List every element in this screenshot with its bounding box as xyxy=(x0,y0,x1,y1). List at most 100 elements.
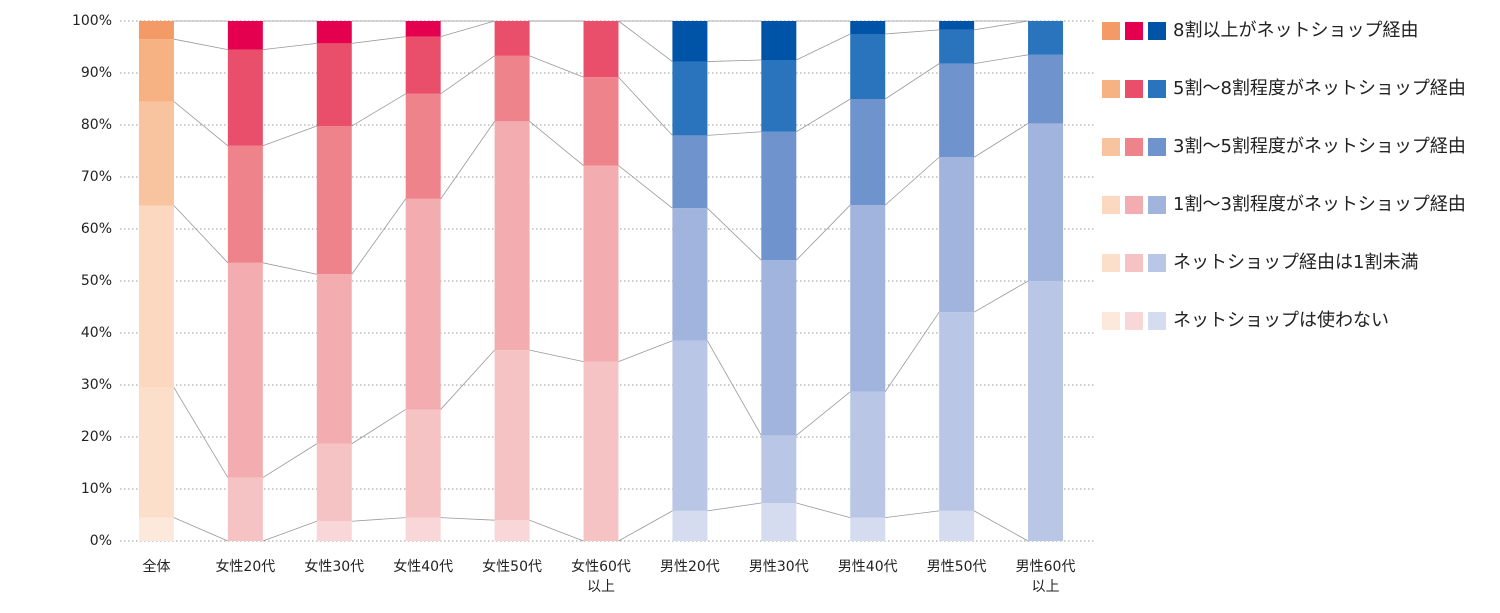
bar-segment xyxy=(583,77,619,166)
connector-line xyxy=(974,20,1029,31)
connector-line xyxy=(796,502,851,518)
connector-line xyxy=(884,311,940,392)
connector-line xyxy=(173,517,229,542)
connector-line xyxy=(262,262,317,275)
bar-segment xyxy=(672,510,708,541)
bar-segment xyxy=(138,101,174,206)
bar-segment xyxy=(850,34,886,99)
legend-swatch xyxy=(1102,138,1120,156)
bar-segment xyxy=(494,350,530,521)
bar-segment xyxy=(405,198,441,410)
legend-swatch xyxy=(1102,254,1120,272)
bar-segment xyxy=(672,340,708,511)
connector-line xyxy=(173,38,228,50)
bar-segment xyxy=(405,21,441,37)
connector-line xyxy=(173,101,229,147)
bar-segment xyxy=(850,205,886,392)
connector-line xyxy=(529,519,584,542)
bar-segment xyxy=(138,517,174,541)
legend-label: ネットショップは使わない xyxy=(1173,310,1389,331)
connector-line xyxy=(351,36,406,44)
bar-segment xyxy=(939,21,975,30)
bar-segment xyxy=(316,443,352,522)
y-tick-label: 40% xyxy=(81,325,112,341)
legend-swatch xyxy=(1125,22,1143,40)
bar-segment xyxy=(939,510,975,541)
bar-segment xyxy=(405,36,441,94)
legend-swatch xyxy=(1125,138,1143,156)
bar-segment xyxy=(405,409,441,518)
x-tick-label: 男性60代以上 xyxy=(1016,559,1076,595)
legend-swatch xyxy=(1148,22,1166,40)
bar-segment xyxy=(761,260,797,436)
legend-label: 1割～3割程度がネットショップ経由 xyxy=(1173,194,1466,215)
bar-segment xyxy=(583,165,619,362)
legend-swatch xyxy=(1148,196,1166,214)
connector-line xyxy=(529,55,584,78)
y-tick-label: 20% xyxy=(81,429,112,445)
connector-line xyxy=(351,517,406,522)
connector-line xyxy=(974,54,1029,65)
bar-segment xyxy=(494,520,530,541)
y-tick-label: 90% xyxy=(81,65,112,81)
connector-line xyxy=(440,517,495,521)
legend-swatch xyxy=(1148,312,1166,330)
bar-segment xyxy=(672,208,708,341)
legend-swatch xyxy=(1148,138,1166,156)
connector-line xyxy=(351,93,406,127)
bar-segment xyxy=(138,21,174,40)
bar-segment xyxy=(138,387,174,518)
connector-line xyxy=(707,131,762,136)
bar-segment xyxy=(1028,123,1064,281)
connector-line xyxy=(707,207,762,261)
connector-line xyxy=(618,76,673,136)
bar-segment xyxy=(405,517,441,541)
bar-segment xyxy=(583,361,619,541)
bar-segment xyxy=(850,99,886,206)
legend-swatch xyxy=(1125,196,1143,214)
connector-line xyxy=(884,156,940,206)
x-tick-label: 全体 xyxy=(142,558,170,575)
connector-line xyxy=(618,510,673,542)
connector-line xyxy=(973,123,1029,158)
bar-segment xyxy=(316,21,352,44)
bar-segment xyxy=(850,21,886,34)
x-tick-label: 女性40代 xyxy=(393,558,453,575)
legend-swatch xyxy=(1148,254,1166,272)
connector-line xyxy=(440,55,495,95)
legend-swatch xyxy=(1125,312,1143,330)
bar-segment xyxy=(1028,54,1064,124)
y-tick-label: 0% xyxy=(90,533,112,549)
connector-line xyxy=(440,121,495,200)
legend-swatch xyxy=(1102,312,1120,330)
bar-segment xyxy=(494,21,530,56)
connector-line xyxy=(262,520,317,542)
connector-line xyxy=(707,502,762,512)
y-tick-label: 100% xyxy=(72,13,112,29)
connector-line xyxy=(885,29,940,35)
bar-segment xyxy=(227,477,263,541)
legend-swatch xyxy=(1102,196,1120,214)
connector-line xyxy=(618,340,673,362)
bar-segment xyxy=(1028,21,1064,55)
legend-swatch xyxy=(1102,22,1120,40)
x-tick-label: 男性20代 xyxy=(660,559,720,575)
connector-line xyxy=(973,510,1029,542)
bar-segment xyxy=(583,21,619,78)
connector-line xyxy=(262,125,317,147)
connector-line xyxy=(707,59,762,62)
legend-swatch xyxy=(1125,80,1143,98)
bar-segment xyxy=(405,93,441,199)
connector-line xyxy=(973,280,1029,313)
x-tick-label: 男性50代 xyxy=(927,559,987,575)
legend-swatch xyxy=(1148,80,1166,98)
bar-segment xyxy=(227,49,263,146)
bar-segment xyxy=(672,135,708,209)
bar-segment xyxy=(850,517,886,541)
y-tick-label: 60% xyxy=(81,221,112,237)
connector-line xyxy=(440,20,495,37)
bar-segment xyxy=(138,39,174,102)
bar-segment xyxy=(939,312,975,511)
connector-line xyxy=(618,165,673,209)
